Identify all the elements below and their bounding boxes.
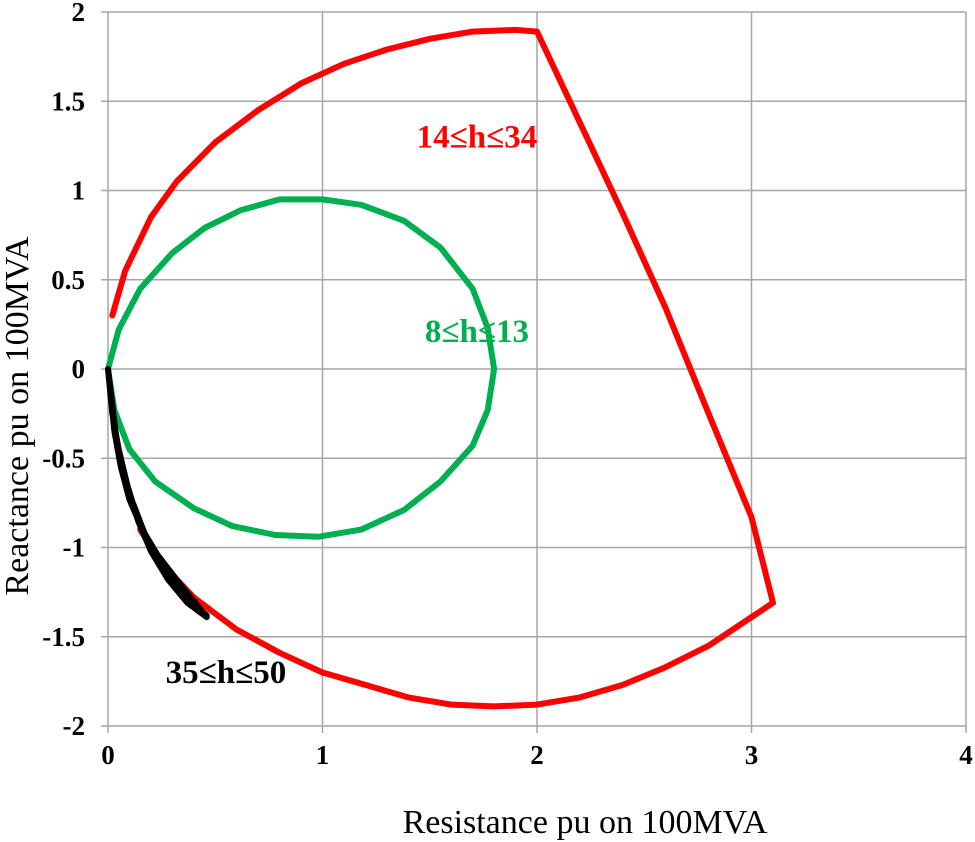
- series-line-2: [105, 366, 210, 621]
- y-tick-label: -0.5: [42, 443, 85, 473]
- y-tick-label: -2: [63, 711, 86, 741]
- x-tick-label: 0: [101, 740, 115, 770]
- tick-labels: 0 1 2 3 4 2 1.5 1 0.5 0 -0.5 -1 -1.5 -2: [42, 0, 973, 770]
- x-tick-label: 1: [316, 740, 330, 770]
- y-tick-label: 2: [72, 0, 86, 27]
- series-label-2: 35≤h≤50: [166, 655, 287, 691]
- x-tick-label: 4: [959, 740, 973, 770]
- y-tick-label: -1.5: [42, 622, 85, 652]
- series-label-0: 14≤h≤34: [417, 120, 538, 156]
- y-tick-label: -1: [63, 533, 86, 563]
- y-tick-label: 1: [72, 176, 86, 206]
- series-labels: 14≤h≤34 8≤h≤13 35≤h≤50: [166, 120, 538, 691]
- y-tick-label: 1.5: [51, 86, 85, 116]
- series-line-1: [105, 196, 498, 540]
- y-tick-label: 0: [72, 354, 86, 384]
- series-line-0: [109, 26, 776, 710]
- y-axis-title: Reactance pu on 100MVA: [0, 236, 36, 596]
- x-axis-title: Resistance pu on 100MVA: [403, 804, 768, 841]
- grid-lines: [108, 11, 967, 727]
- y-tick-label: 0.5: [51, 265, 85, 295]
- x-tick-label: 3: [745, 740, 759, 770]
- x-tick-label: 2: [530, 740, 544, 770]
- series-lines: [105, 26, 776, 710]
- series-label-1: 8≤h≤13: [425, 314, 529, 350]
